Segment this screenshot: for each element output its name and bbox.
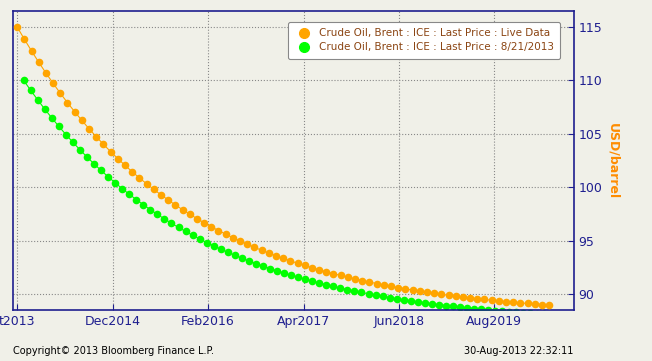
Text: 30-Aug-2013 22:32:11: 30-Aug-2013 22:32:11 [464,347,574,356]
Legend: Crude Oil, Brent : ICE : Last Price : Live Data, Crude Oil, Brent : ICE : Last P: Crude Oil, Brent : ICE : Last Price : Li… [288,22,560,59]
Text: Copyright© 2013 Bloomberg Finance L.P.: Copyright© 2013 Bloomberg Finance L.P. [13,347,214,356]
Y-axis label: USD/barrel: USD/barrel [606,123,619,199]
